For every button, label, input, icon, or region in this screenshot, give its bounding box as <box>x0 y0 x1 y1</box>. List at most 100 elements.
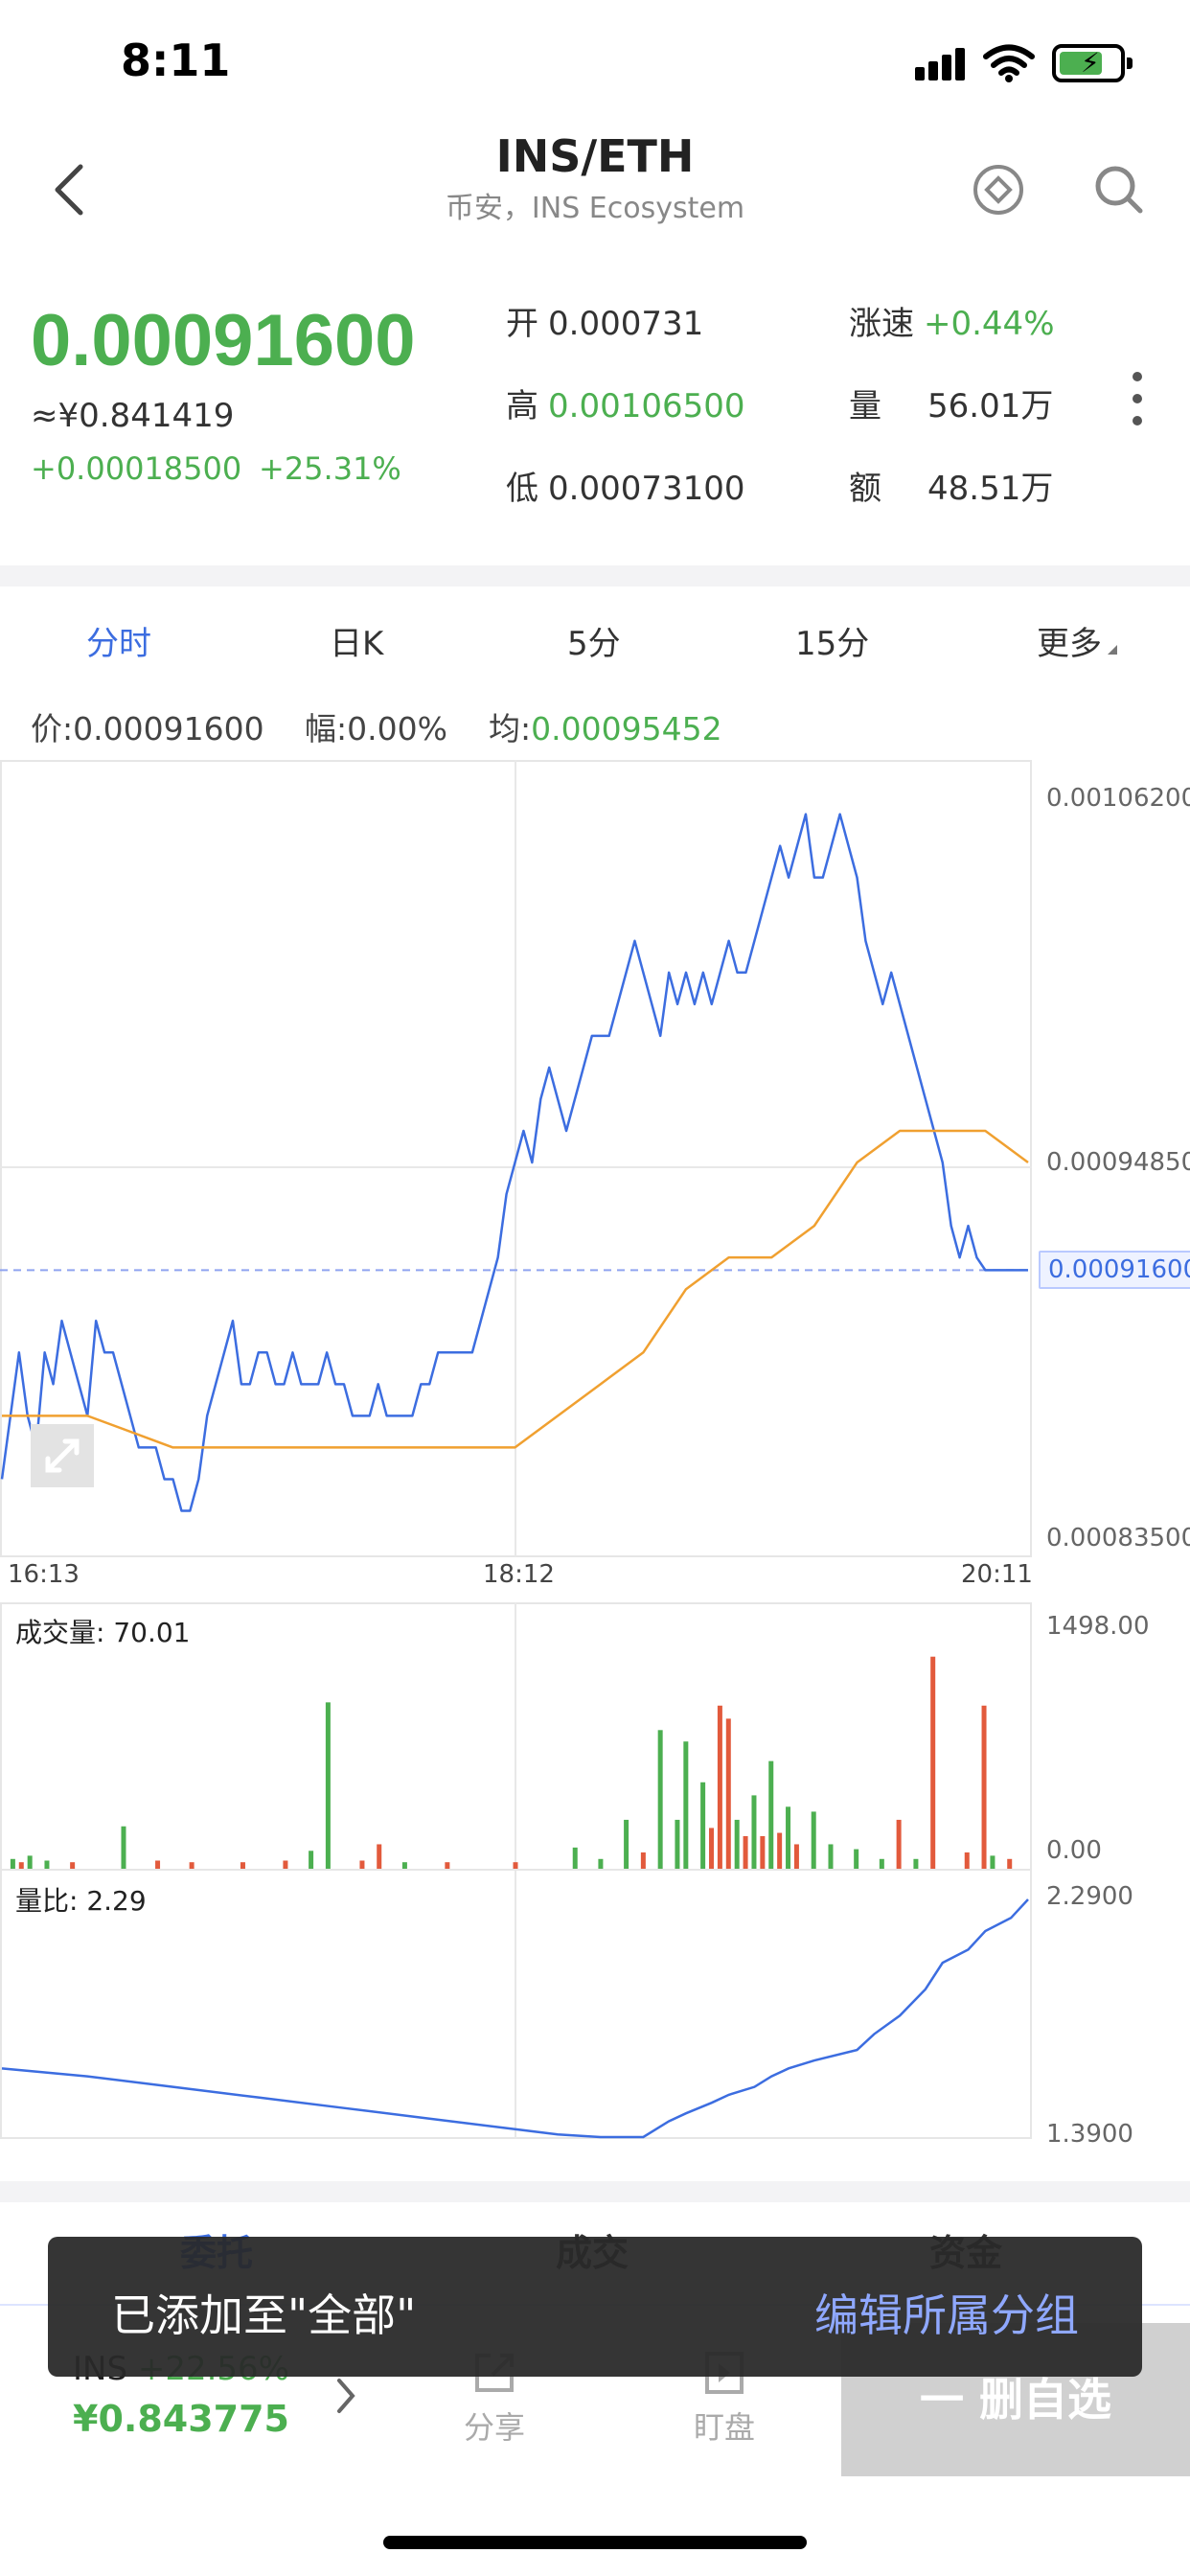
search-icon[interactable] <box>1088 159 1150 220</box>
volume-bar <box>964 1852 970 1869</box>
volume-bar <box>401 1862 407 1869</box>
volume-bar <box>811 1811 816 1869</box>
ratio-y-tick-min: 1.3900 <box>1046 2120 1133 2149</box>
tab-15min[interactable]: 15分 <box>795 625 870 663</box>
page-subtitle: 币安，INS Ecosystem <box>445 192 745 225</box>
volume-bar <box>18 1862 24 1869</box>
price-change: +0.00018500 <box>31 450 242 487</box>
average-series-line <box>2 1129 1029 1449</box>
volume-bar <box>777 1832 783 1869</box>
toast: 已添加至"全部" 编辑所属分组 <box>48 2237 1142 2377</box>
divider <box>0 2181 1190 2202</box>
tab-daily-k[interactable]: 日K <box>330 625 384 663</box>
volume-bar <box>751 1795 757 1869</box>
battery-charging-icon: ⚡ <box>1052 44 1133 82</box>
volume-bar <box>572 1847 578 1869</box>
volume-bar <box>700 1782 706 1869</box>
ratio-title: 量比: 2.29 <box>15 1885 147 1917</box>
volume-bar <box>709 1828 715 1869</box>
cellular-signal-icon <box>915 48 969 80</box>
fullscreen-expand-icon[interactable] <box>31 1424 94 1487</box>
x-tick-start: 16:13 <box>8 1560 80 1589</box>
stat-low: 低 0.00073100 <box>506 470 745 508</box>
volume-bar <box>675 1819 680 1869</box>
volume-bar <box>624 1819 629 1869</box>
volume-bar <box>189 1862 195 1869</box>
volume-ratio-line <box>1 1898 1029 2139</box>
volume-bar <box>121 1826 126 1869</box>
volume-bar <box>828 1844 834 1869</box>
volume-bar <box>786 1806 791 1869</box>
current-price-label: 0.00091600 <box>1039 1251 1190 1289</box>
diamond-icon[interactable] <box>968 159 1029 220</box>
volume-bar <box>513 1862 518 1869</box>
volume-bar <box>377 1844 382 1869</box>
chevron-right-icon[interactable] <box>332 2375 360 2417</box>
volume-chart[interactable] <box>0 1602 1032 1871</box>
x-tick-mid: 18:12 <box>483 1560 555 1589</box>
volume-bar <box>981 1705 987 1869</box>
volume-bar <box>717 1705 722 1869</box>
volume-bar <box>283 1860 288 1869</box>
price-change-pct: +25.31% <box>259 450 401 487</box>
volume-title: 成交量: 70.01 <box>15 1617 191 1648</box>
volume-bar <box>359 1860 365 1869</box>
volume-bar <box>930 1656 936 1869</box>
vol-y-tick-min: 0.00 <box>1046 1836 1102 1865</box>
tab-timeshare[interactable]: 分时 <box>86 625 151 663</box>
volume-bar <box>1007 1858 1013 1869</box>
volume-bar <box>793 1844 799 1869</box>
info-average: 均:0.00095452 <box>489 710 722 748</box>
last-price: 0.00091600 <box>31 300 416 381</box>
tab-more[interactable]: 更多 <box>1037 617 1117 664</box>
volume-bar <box>10 1858 15 1869</box>
volume-bar <box>768 1760 774 1869</box>
x-tick-end: 20:11 <box>961 1560 1033 1589</box>
stat-amount: 额 48.51万 <box>849 470 1054 508</box>
toast-message: 已添加至"全部" <box>111 2289 417 2341</box>
volume-bar <box>683 1741 689 1869</box>
volume-bar <box>309 1851 314 1869</box>
volume-bar <box>27 1855 33 1869</box>
volume-bar <box>240 1862 245 1869</box>
home-indicator <box>383 2536 807 2549</box>
volume-bar <box>657 1730 663 1869</box>
info-price: 价:0.00091600 <box>31 710 264 748</box>
dropdown-triangle-icon <box>1108 645 1117 655</box>
divider <box>0 565 1190 586</box>
info-amplitude: 幅:0.00% <box>305 710 447 748</box>
volume-bar <box>640 1852 646 1869</box>
ratio-y-tick-max: 2.2900 <box>1046 1882 1133 1911</box>
more-vertical-icon[interactable] <box>1131 372 1144 429</box>
volume-bar <box>760 1835 766 1869</box>
stat-high: 高 0.00106500 <box>506 387 745 426</box>
volume-bar <box>325 1702 331 1869</box>
volume-bar <box>44 1860 50 1869</box>
volume-bar <box>990 1855 995 1869</box>
watch-label[interactable]: 盯盘 <box>694 2409 756 2446</box>
back-chevron-icon[interactable] <box>50 163 88 217</box>
y-tick-low: 0.00083500 <box>1046 1524 1190 1552</box>
price-chart[interactable] <box>0 760 1032 1557</box>
vol-y-tick-max: 1498.00 <box>1046 1612 1150 1641</box>
volume-bar <box>445 1862 450 1869</box>
status-time: 8:11 <box>121 34 231 86</box>
volume-ratio-chart[interactable] <box>0 1871 1032 2139</box>
stat-speed: 涨速 +0.44% <box>849 305 1055 343</box>
volume-bar <box>725 1718 731 1869</box>
volume-bar <box>70 1862 76 1869</box>
bar-symbol-price: ¥0.843775 <box>73 2398 289 2440</box>
volume-bar <box>734 1819 740 1869</box>
share-label[interactable]: 分享 <box>464 2409 526 2446</box>
volume-bar <box>155 1860 161 1869</box>
volume-bar <box>896 1819 902 1869</box>
stat-volume: 量 56.01万 <box>849 387 1054 426</box>
edit-group-link[interactable]: 编辑所属分组 <box>814 2289 1079 2341</box>
tab-5min[interactable]: 5分 <box>567 625 621 663</box>
volume-bar <box>913 1858 919 1869</box>
volume-bar <box>879 1858 884 1869</box>
volume-bar <box>598 1858 604 1869</box>
price-series-line <box>0 813 1028 1512</box>
volume-bar <box>743 1835 748 1869</box>
wifi-icon <box>983 44 1035 82</box>
